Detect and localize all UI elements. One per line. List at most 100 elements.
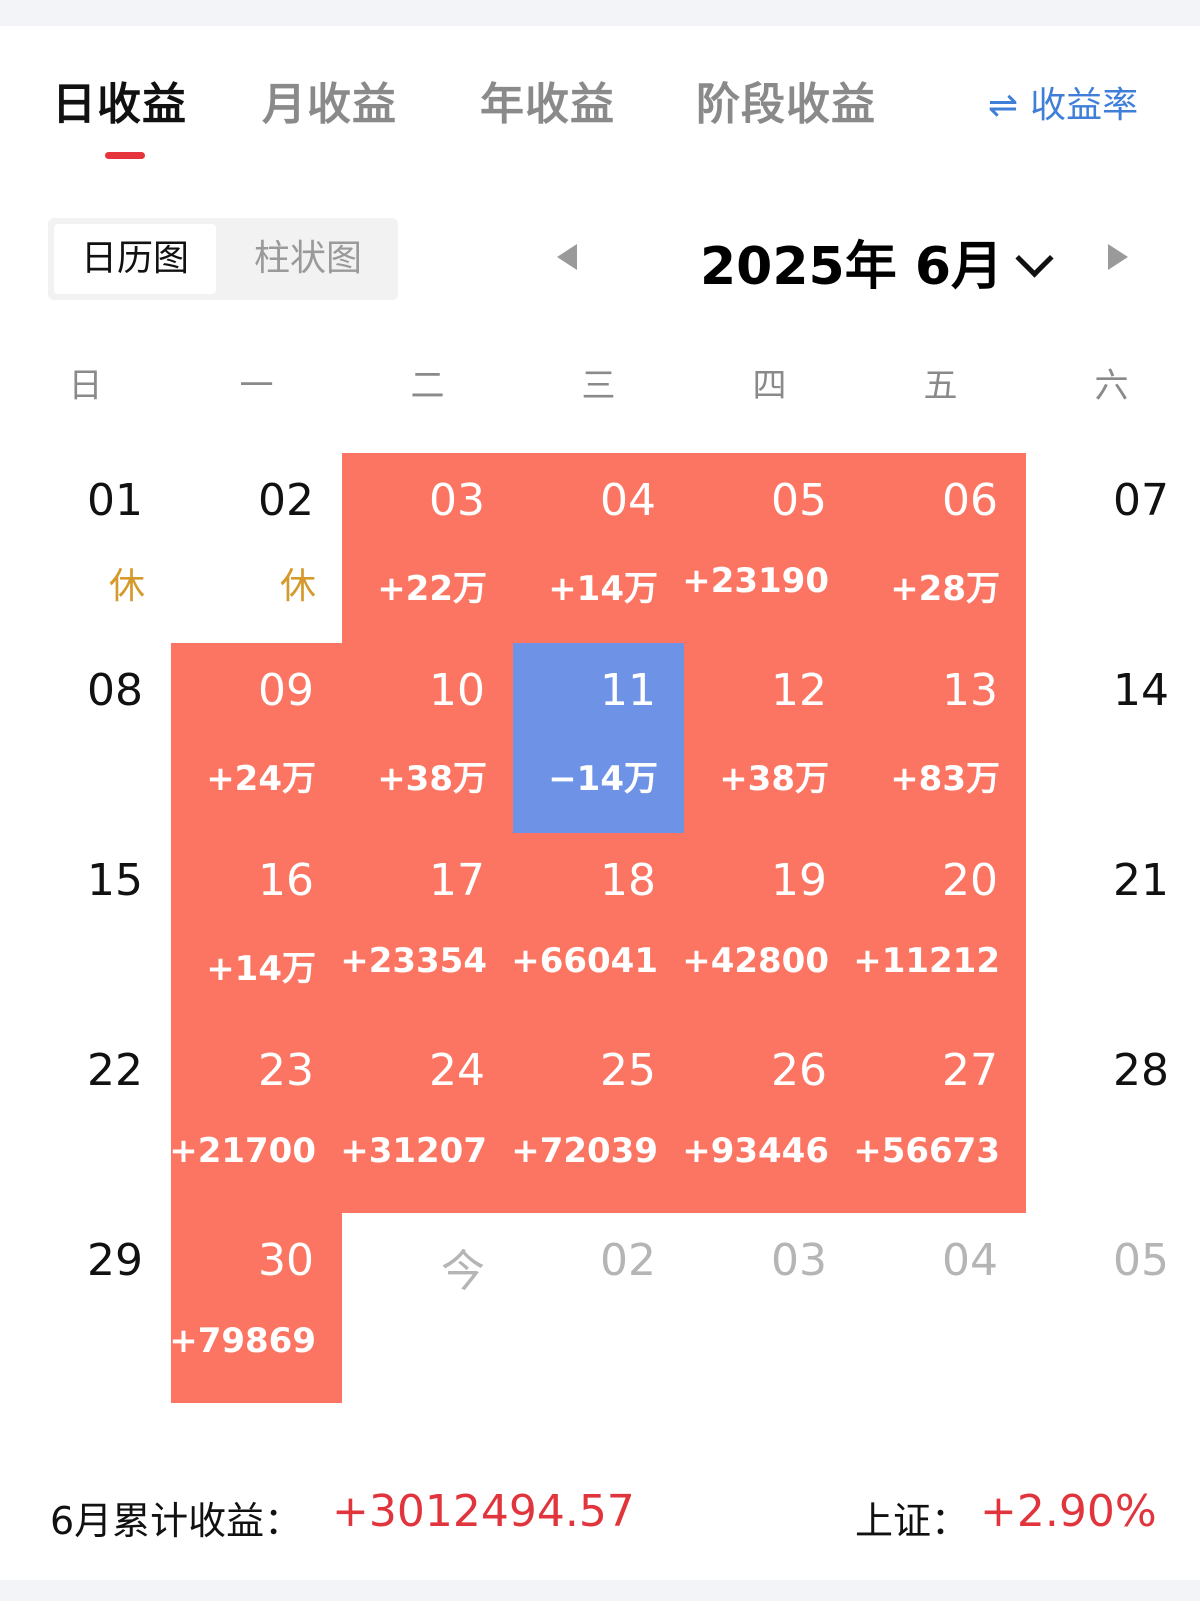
daily-profit-value: +14万: [548, 569, 658, 609]
daily-profit-value: +56673: [853, 1131, 1000, 1171]
daily-profit-value: −14万: [548, 759, 658, 799]
calendar-day-cell[interactable]: 18 +66041: [511, 833, 684, 1023]
calendar-day-cell[interactable]: 07: [1026, 453, 1197, 643]
holiday-label: 休: [279, 566, 316, 607]
day-number: 26: [771, 1045, 827, 1096]
daily-profit-value: +38万: [377, 759, 487, 799]
tab-period-profit[interactable]: 阶段收益: [696, 79, 876, 130]
tab-monthly-profit[interactable]: 月收益: [262, 79, 397, 130]
active-tab-indicator: [105, 152, 145, 159]
daily-profit-value: +83万: [890, 759, 1000, 799]
day-number: 02: [600, 1235, 656, 1286]
day-number: 05: [771, 475, 827, 526]
day-number: 30: [258, 1235, 314, 1286]
calendar-day-cell[interactable]: 13 +83万: [855, 643, 1026, 833]
calendar-day-cell[interactable]: 08: [0, 643, 171, 833]
calendar-day-cell[interactable]: 22: [0, 1023, 171, 1213]
calendar-day-cell[interactable]: 23 +21700: [169, 1023, 342, 1213]
view-switch: 日历图 柱状图: [48, 218, 398, 300]
prev-month-icon[interactable]: [557, 244, 577, 270]
day-number: 05: [1113, 1235, 1169, 1286]
daily-profit-value: +66041: [511, 941, 658, 981]
calendar-day-cell[interactable]: 03 +22万: [342, 453, 513, 643]
day-number: 02: [258, 475, 314, 526]
cumulative-profit-value: +3012494.57: [332, 1486, 635, 1537]
month-title: 2025年 6月: [700, 237, 1004, 297]
calendar-day-cell[interactable]: 17 +23354: [340, 833, 513, 1023]
calendar-day-cell[interactable]: 今: [342, 1213, 513, 1403]
weekday-label: 二: [410, 366, 445, 406]
daily-profit-value: +38万: [719, 759, 829, 799]
swap-arrows-icon: ⇌: [988, 85, 1019, 126]
calendar-day-cell[interactable]: 21: [1026, 833, 1197, 1023]
cumulative-profit-label: 6月累计收益：: [50, 1499, 303, 1543]
day-number: 11: [600, 665, 656, 716]
status-strip: [0, 0, 1200, 26]
calendar-day-cell[interactable]: 16 +14万: [171, 833, 342, 1023]
next-month-icon[interactable]: [1108, 244, 1128, 270]
day-number: 07: [1113, 475, 1169, 526]
calendar-day-cell[interactable]: 05 +23190: [682, 453, 855, 643]
profit-rate-toggle[interactable]: ⇌ 收益率: [988, 76, 1138, 128]
tab-yearly-profit[interactable]: 年收益: [480, 79, 615, 130]
daily-profit-value: +79869: [169, 1321, 316, 1361]
calendar-day-cell[interactable]: 02 休: [171, 453, 342, 643]
calendar-day-cell[interactable]: 14: [1026, 643, 1197, 833]
daily-profit-value: +72039: [511, 1131, 658, 1171]
holiday-label: 休: [108, 566, 145, 607]
tab-daily-profit[interactable]: 日收益: [52, 79, 187, 130]
day-number: 20: [942, 855, 998, 906]
day-number: 17: [429, 855, 485, 906]
day-number: 28: [1113, 1045, 1169, 1096]
weekday-label: 四: [752, 366, 787, 406]
calendar-day-cell[interactable]: 05: [1026, 1213, 1197, 1403]
daily-profit-value: +23354: [340, 941, 487, 981]
day-number: 08: [87, 665, 143, 716]
calendar-day-cell[interactable]: 09 +24万: [171, 643, 342, 833]
calendar-day-cell[interactable]: 06 +28万: [855, 453, 1026, 643]
daily-profit-value: +31207: [340, 1131, 487, 1171]
calendar-day-cell[interactable]: 30 +79869: [169, 1213, 342, 1403]
calendar-day-cell[interactable]: 12 +38万: [684, 643, 855, 833]
day-number: 04: [600, 475, 656, 526]
calendar-day-cell[interactable]: 02: [513, 1213, 684, 1403]
calendar-day-cell[interactable]: 11 −14万: [513, 643, 684, 833]
chevron-down-icon: [1015, 239, 1054, 278]
calendar-day-cell[interactable]: 04 +14万: [513, 453, 684, 643]
calendar-day-cell[interactable]: 03: [684, 1213, 855, 1403]
calendar-day-cell[interactable]: 10 +38万: [342, 643, 513, 833]
day-number: 13: [942, 665, 998, 716]
calendar-day-cell[interactable]: 04: [855, 1213, 1026, 1403]
calendar-day-cell[interactable]: 15: [0, 833, 171, 1023]
day-number: 16: [258, 855, 314, 906]
daily-profit-value: +21700: [169, 1131, 316, 1171]
day-number: 14: [1113, 665, 1169, 716]
day-number: 01: [87, 475, 143, 526]
day-number: 19: [771, 855, 827, 906]
bar-chart-view-button[interactable]: 柱状图: [253, 238, 362, 279]
day-number: 03: [771, 1235, 827, 1286]
daily-profit-value: +42800: [682, 941, 829, 981]
calendar-day-cell[interactable]: 01 休: [0, 453, 171, 643]
daily-profit-value: +93446: [682, 1131, 829, 1171]
index-label: 上证：: [855, 1499, 970, 1543]
calendar-day-cell[interactable]: 25 +72039: [511, 1023, 684, 1213]
calendar-day-cell[interactable]: 20 +11212: [853, 833, 1026, 1023]
day-number: 25: [600, 1045, 656, 1096]
day-number: 今: [441, 1246, 485, 1297]
calendar-day-cell[interactable]: 24 +31207: [340, 1023, 513, 1213]
daily-profit-value: +14万: [206, 949, 316, 989]
day-number: 06: [942, 475, 998, 526]
calendar-day-cell[interactable]: 29: [0, 1213, 171, 1403]
calendar-day-cell[interactable]: 26 +93446: [682, 1023, 855, 1213]
calendar-view-button[interactable]: 日历图: [54, 224, 216, 294]
month-picker[interactable]: 2025年 6月: [700, 224, 1054, 299]
calendar-day-cell[interactable]: 27 +56673: [853, 1023, 1026, 1213]
day-number: 21: [1113, 855, 1169, 906]
index-change-value: +2.90%: [980, 1486, 1157, 1537]
calendar-day-cell[interactable]: 28: [1026, 1023, 1197, 1213]
daily-profit-value: +23190: [682, 561, 829, 601]
profit-tabs: 日收益 月收益 年收益 阶段收益 ⇌ 收益率: [0, 60, 1200, 170]
calendar-day-cell[interactable]: 19 +42800: [682, 833, 855, 1023]
daily-profit-value: +11212: [853, 941, 1000, 981]
